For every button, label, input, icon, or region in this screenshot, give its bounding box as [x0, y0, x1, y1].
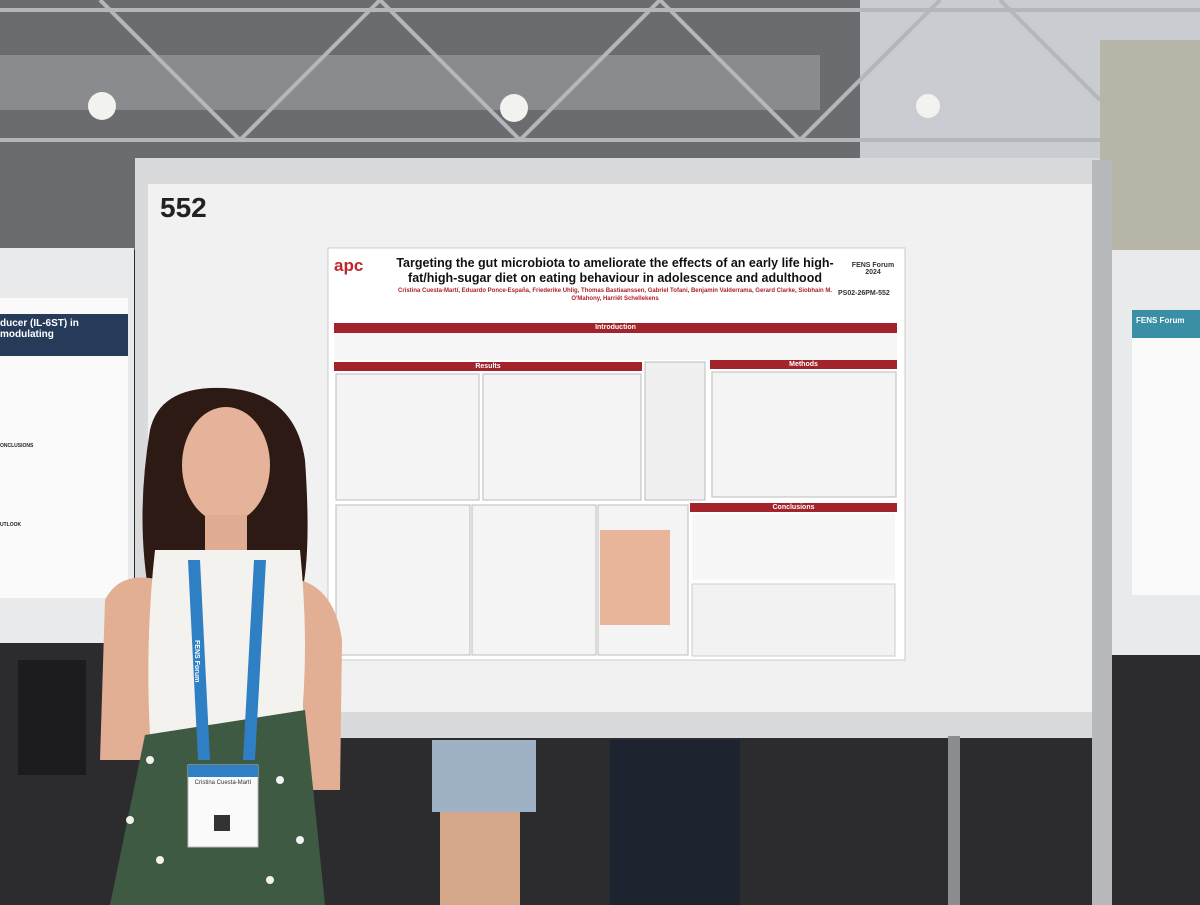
neck: [205, 515, 247, 555]
badge-band: [188, 765, 258, 777]
logo-panel: [691, 583, 896, 657]
poster-code: PS02-26PM-552: [838, 290, 890, 297]
lamp: [916, 94, 940, 118]
post: [948, 736, 960, 905]
figure-panel: [482, 373, 642, 501]
truss: [0, 0, 1200, 142]
side-poster-title: FENS Forum: [1136, 316, 1185, 325]
side-poster-band: [0, 314, 128, 356]
figure-panel: [335, 504, 471, 656]
lamp: [500, 94, 528, 122]
bystander: [610, 740, 740, 905]
section-title: Methods: [789, 361, 818, 368]
figure-panel: [644, 361, 706, 501]
arm: [300, 580, 342, 790]
side-poster-band: [1132, 310, 1200, 338]
conclusion-text: [692, 514, 895, 580]
poster-logo: apc: [334, 256, 364, 275]
side-poster-title: ducer (IL-6ST) in modulating: [0, 318, 79, 340]
bystander: [18, 660, 86, 775]
post: [1092, 160, 1112, 905]
arm: [100, 577, 160, 760]
duct: [0, 55, 820, 110]
board-number: 552: [160, 192, 207, 223]
badge-name: Cristina Cuesta-Martí: [194, 780, 252, 786]
intro-text: [334, 333, 897, 360]
poster-title: Targeting the gut microbiota to ameliora…: [396, 256, 834, 285]
bystander: [440, 812, 520, 905]
figure-panel: [711, 371, 897, 498]
wall: [1100, 40, 1200, 250]
section-title: Introduction: [595, 324, 636, 331]
face: [182, 407, 270, 523]
badge: [187, 764, 259, 848]
figure-panel: [335, 373, 480, 501]
qr-code: [214, 815, 230, 831]
section-band: [334, 362, 642, 371]
side-poster-heading: ONCLUSIONS: [0, 443, 34, 449]
bystander: [432, 740, 536, 812]
side-poster-heading: UTLOOK: [0, 522, 22, 528]
section-band: [690, 503, 897, 512]
figure-panel: [471, 504, 597, 656]
lanyard: [188, 560, 210, 760]
side-poster: [1132, 310, 1200, 595]
lanyard: [243, 560, 266, 760]
poster-authors: Cristina Cuesta-Martí, Eduardo Ponce-Esp…: [397, 288, 832, 302]
section-band: [710, 360, 897, 369]
section-title: Conclusions: [772, 504, 815, 511]
poster-forum: FENS Forum 2024: [851, 262, 895, 276]
lamp: [88, 92, 116, 120]
section-band: [334, 323, 897, 333]
lanyard-text: FENS Forum: [193, 640, 200, 683]
heatmap: [600, 530, 670, 625]
section-title: Results: [475, 363, 501, 370]
skirt-dots: [126, 756, 304, 884]
top: [148, 550, 305, 735]
